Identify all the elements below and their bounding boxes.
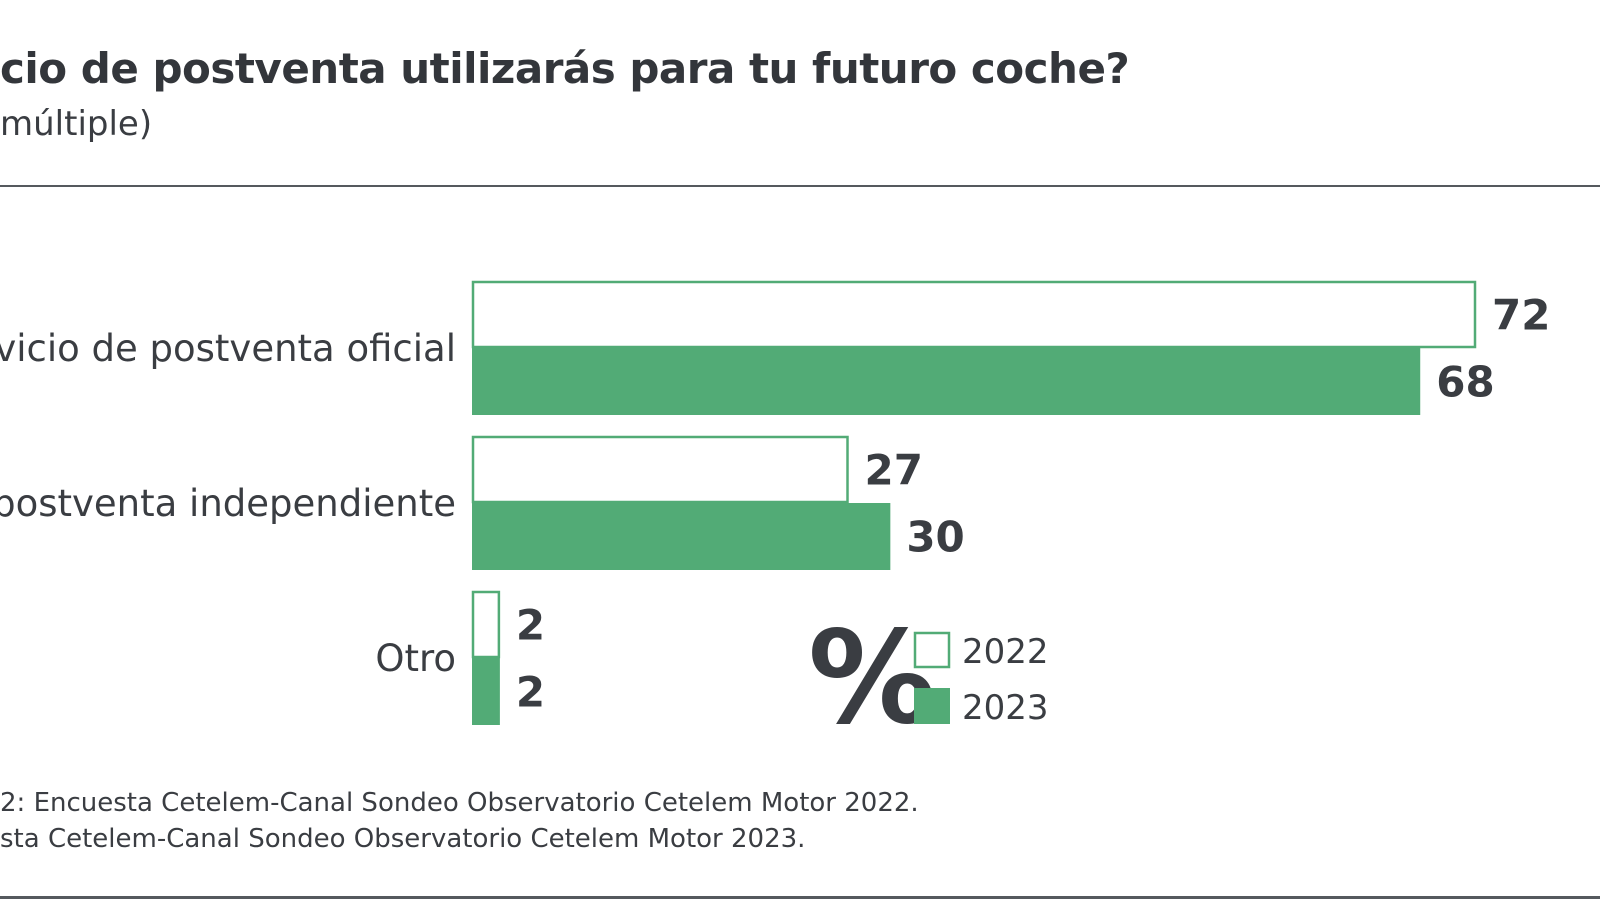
category-label-vicio-de-postventa-oficial: vicio de postventa oficial <box>0 327 456 370</box>
source-note-2022: 2: Encuesta Cetelem-Canal Sondeo Observa… <box>0 788 919 818</box>
category-label-postventa-independiente: postventa independiente <box>0 482 456 525</box>
legend-swatch-2022 <box>913 631 951 669</box>
value-label-postventa-independiente-2023: 30 <box>906 513 964 562</box>
value-label-vicio-de-postventa-oficial-2022: 72 <box>1492 291 1550 340</box>
top-divider <box>0 185 1600 187</box>
category-label-otro: Otro <box>375 637 456 680</box>
legend-label-2022: 2022 <box>962 632 1049 672</box>
bar-otro-2022 <box>471 590 501 659</box>
chart-subtitle: múltiple) <box>0 104 153 144</box>
bottom-divider <box>0 896 1600 899</box>
chart-title: cio de postventa utilizarás para tu futu… <box>0 44 1130 93</box>
bar-postventa-independiente-2023 <box>472 503 891 570</box>
bar-vicio-de-postventa-oficial-2023 <box>472 348 1421 415</box>
bar-postventa-independiente-2022 <box>471 435 849 504</box>
percent-symbol: % <box>808 604 936 753</box>
value-label-otro-2023: 2 <box>516 668 545 717</box>
source-note-2023: sta Cetelem-Canal Sondeo Observatorio Ce… <box>0 824 806 854</box>
value-label-otro-2022: 2 <box>516 601 545 650</box>
value-label-vicio-de-postventa-oficial-2023: 68 <box>1436 358 1494 407</box>
bar-otro-2023 <box>472 658 500 725</box>
legend-label-2023: 2023 <box>962 688 1049 728</box>
legend-swatch-2023 <box>914 688 950 724</box>
bar-vicio-de-postventa-oficial-2022 <box>471 280 1477 349</box>
value-label-postventa-independiente-2022: 27 <box>865 446 923 495</box>
